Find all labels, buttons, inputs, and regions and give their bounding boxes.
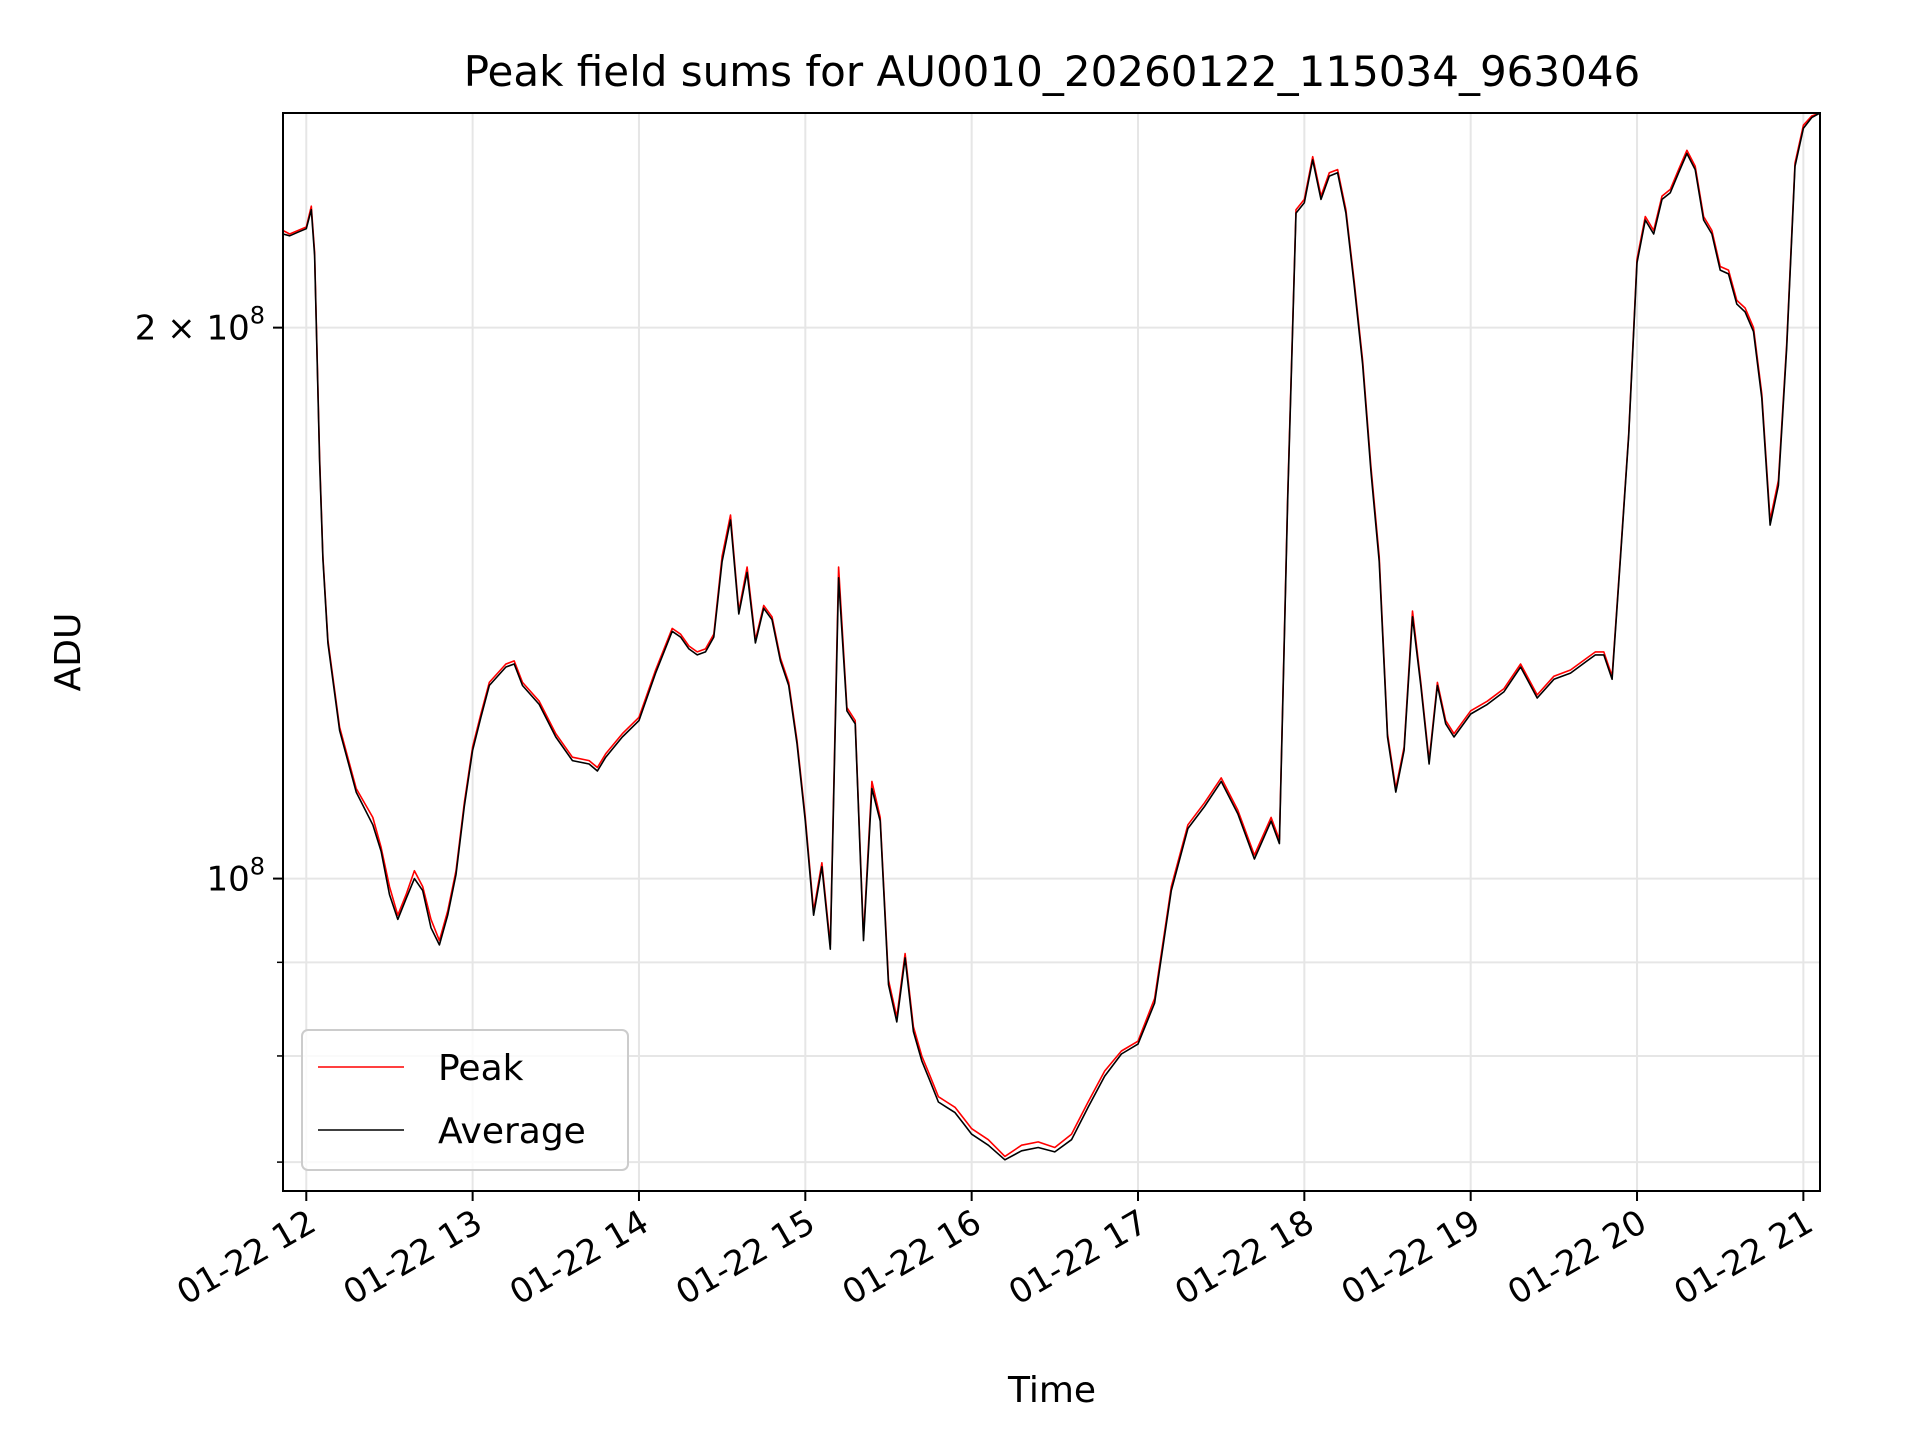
legend-label-peak: Peak [438,1048,524,1089]
legend: Peak Average [301,1029,629,1171]
axes-frame [282,112,1821,1192]
series-lines [282,112,1821,1161]
legend-label-average: Average [438,1111,586,1152]
legend-box [301,1029,629,1171]
y-tick-label: 2 × 108 [135,302,265,349]
grid-lines [283,113,1820,1191]
y-axis-label: ADU [48,613,89,692]
x-axis-label: Time [1007,1370,1096,1411]
y-tick-label: 108 [206,853,265,900]
series-line-average [282,112,1821,1161]
y-axis-ticks: 108 2 × 108 [135,302,283,1163]
plot-area [282,112,1821,1192]
chart-title: Peak field sums for AU0010_20260122_1150… [464,47,1641,96]
